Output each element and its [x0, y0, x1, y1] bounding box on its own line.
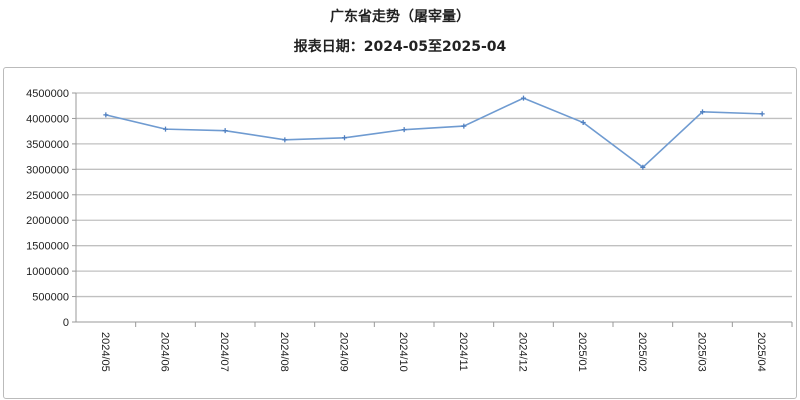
- y-tick-label: 0: [63, 317, 69, 329]
- x-tick-label: 2024/12: [517, 332, 529, 372]
- y-tick-label: 1500000: [26, 241, 69, 253]
- data-point: [163, 126, 168, 132]
- data-point: [222, 128, 228, 134]
- x-tick-label: 2025/03: [696, 332, 708, 372]
- x-tick-label: 2024/09: [338, 332, 350, 372]
- chart-title: 广东省走势（屠宰量）: [330, 9, 470, 25]
- y-tick-label: 2500000: [26, 190, 69, 202]
- data-point: [401, 127, 407, 133]
- y-tick-label: 4500000: [26, 88, 69, 100]
- y-tick-label: 4000000: [26, 113, 69, 125]
- x-tick-label: 2024/05: [99, 332, 111, 372]
- data-point: [282, 137, 288, 143]
- chart-frame: [3, 67, 797, 399]
- x-tick-label: 2025/02: [636, 332, 648, 372]
- x-tick-label: 2024/08: [278, 332, 290, 372]
- x-tick-label: 2025/04: [755, 332, 767, 372]
- data-point: [700, 109, 705, 115]
- data-point: [461, 123, 467, 129]
- x-tick-label: 2024/07: [218, 332, 230, 372]
- data-point: [521, 95, 526, 101]
- data-point: [580, 120, 586, 126]
- chart-subtitle: 报表日期：2024-05至2025-04: [293, 39, 507, 55]
- series-line: [105, 97, 763, 169]
- data-point: [640, 164, 646, 170]
- x-tick-label: 2024/10: [397, 332, 409, 372]
- data-point: [759, 111, 765, 117]
- x-tick-label: 2025/01: [576, 332, 588, 372]
- y-tick-label: 2000000: [26, 215, 69, 227]
- y-tick-label: 1000000: [26, 266, 69, 278]
- x-tick-label: 2024/06: [159, 332, 171, 372]
- y-tick-label: 500000: [32, 292, 69, 304]
- data-point: [103, 112, 109, 118]
- y-tick-label: 3500000: [26, 139, 69, 151]
- x-tick-label: 2024/11: [457, 332, 469, 371]
- data-point: [342, 135, 347, 141]
- y-tick-label: 3000000: [26, 164, 69, 176]
